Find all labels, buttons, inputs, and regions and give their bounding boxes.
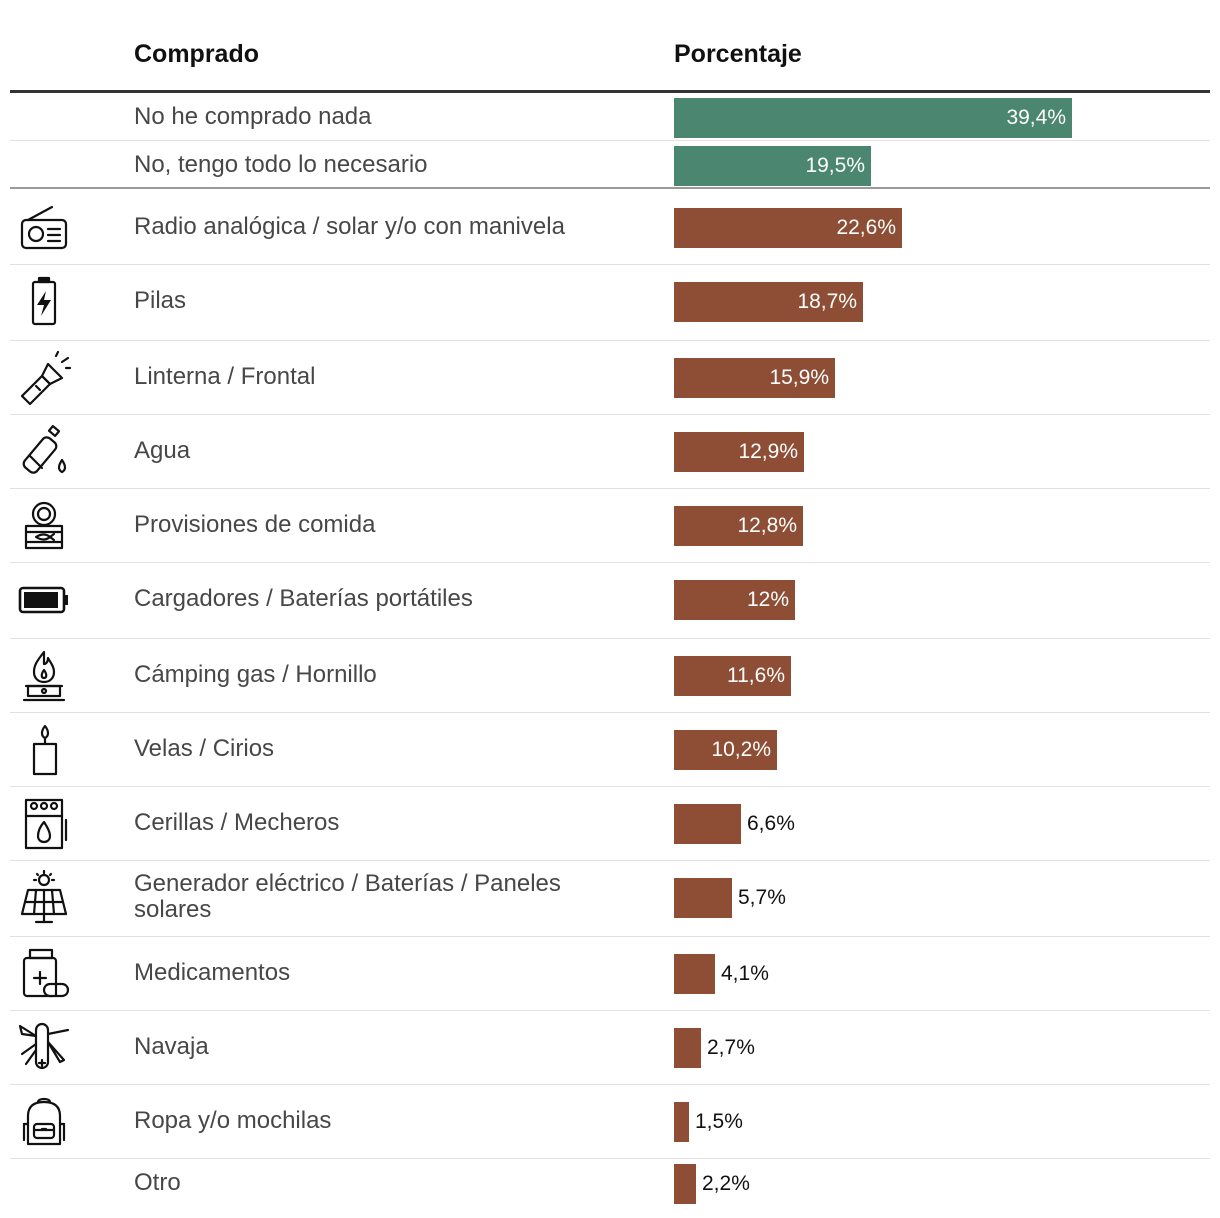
value-label-camping-gas-hornillo: 11,6% xyxy=(727,664,785,687)
category-label-ropa-y-o-mochilas: Ropa y/o mochilas xyxy=(134,1107,332,1134)
category-label-pilas: Pilas xyxy=(134,287,187,314)
category-label-provisiones-de-comida: Provisiones de comida xyxy=(134,511,376,538)
table-row: Provisiones de comida 12,8% xyxy=(10,489,1210,563)
category-label-radio-analogica-solar-y-o-con-manivela: Radio analógica / solar y/o con manivela xyxy=(134,213,565,240)
medicine-icon xyxy=(16,946,72,1002)
category-label-medicamentos: Medicamentos xyxy=(134,959,291,986)
bar-agua xyxy=(674,432,804,472)
bar-cerillas-mecheros xyxy=(674,804,741,844)
value-label-ropa-y-o-mochilas: 1,5% xyxy=(695,1110,743,1133)
table-row: Velas / Cirios 10,2% xyxy=(10,713,1210,787)
table-row: Otro 2,2% xyxy=(10,1159,1210,1218)
value-label-no-tengo-todo-lo-necesario: 19,5% xyxy=(805,154,865,177)
table-row: Pilas 18,7% xyxy=(10,265,1210,341)
bar-cargadores-baterias-portatiles xyxy=(674,580,795,620)
category-label-otro: Otro xyxy=(134,1169,181,1196)
flashlight-icon xyxy=(16,350,72,406)
powerbank-icon xyxy=(16,572,72,628)
category-label-camping-gas-hornillo: Cámping gas / Hornillo xyxy=(134,661,377,688)
bar-medicamentos xyxy=(674,954,715,994)
value-label-radio-analogica-solar-y-o-con-manivela: 22,6% xyxy=(836,216,896,239)
table-row: Generador eléctrico / Baterías / Paneles… xyxy=(10,861,1210,937)
table-row: No he comprado nada 39,4% xyxy=(10,93,1210,141)
value-label-velas-cirios: 10,2% xyxy=(711,738,771,761)
battery-cell-icon xyxy=(16,274,72,330)
bar-camping-gas-hornillo xyxy=(674,656,791,696)
table-row: No, tengo todo lo necesario 19,5% xyxy=(10,141,1210,189)
category-label-agua: Agua xyxy=(134,437,191,464)
table-row: Radio analógica / solar y/o con manivela… xyxy=(10,189,1210,265)
table-row: Cámping gas / Hornillo 11,6% xyxy=(10,639,1210,713)
bar-navaja xyxy=(674,1028,701,1068)
canned-food-icon xyxy=(16,498,72,554)
solar-panel-icon xyxy=(16,870,72,926)
value-label-no-he-comprado-nada: 39,4% xyxy=(1006,106,1066,129)
table-row: Navaja 2,7% xyxy=(10,1011,1210,1085)
table-row: Cerillas / Mecheros 6,6% xyxy=(10,787,1210,861)
category-label-no-tengo-todo-lo-necesario: No, tengo todo lo necesario xyxy=(134,151,428,178)
pocket-knife-icon xyxy=(16,1020,72,1076)
value-label-agua: 12,9% xyxy=(738,440,798,463)
camping-stove-icon xyxy=(16,648,72,704)
column-header-percentage: Porcentaje xyxy=(674,40,802,68)
value-label-provisiones-de-comida: 12,8% xyxy=(737,514,797,537)
table-row: Agua 12,9% xyxy=(10,415,1210,489)
value-label-otro: 2,2% xyxy=(702,1172,750,1195)
bar-velas-cirios xyxy=(674,730,777,770)
table-row: Ropa y/o mochilas 1,5% xyxy=(10,1085,1210,1159)
bar-linterna-frontal xyxy=(674,358,835,398)
value-label-medicamentos: 4,1% xyxy=(721,962,769,985)
table-header: Comprado Porcentaje xyxy=(10,0,1210,93)
category-label-cargadores-baterias-portatiles: Cargadores / Baterías portátiles xyxy=(134,585,473,612)
matchbox-icon xyxy=(16,796,72,852)
table-row: Cargadores / Baterías portátiles 12% xyxy=(10,563,1210,639)
value-label-pilas: 18,7% xyxy=(797,290,857,313)
table-row: Medicamentos 4,1% xyxy=(10,937,1210,1011)
bar-provisiones-de-comida xyxy=(674,506,803,546)
bar-pilas xyxy=(674,282,863,322)
value-label-cargadores-baterias-portatiles: 12% xyxy=(746,588,789,611)
category-label-linterna-frontal: Linterna / Frontal xyxy=(134,363,316,390)
column-header-item: Comprado xyxy=(134,40,259,68)
backpack-icon xyxy=(16,1094,72,1150)
bar-generador-electrico-baterias-paneles-solares xyxy=(674,878,732,918)
table-row: Linterna / Frontal 15,9% xyxy=(10,341,1210,415)
bar-otro xyxy=(674,1164,696,1204)
radio-icon xyxy=(16,200,72,256)
bar-radio-analogica-solar-y-o-con-manivela xyxy=(674,208,902,248)
category-label-cerillas-mecheros: Cerillas / Mecheros xyxy=(134,809,340,836)
water-bottle-icon xyxy=(16,424,72,480)
value-label-cerillas-mecheros: 6,6% xyxy=(747,812,795,835)
candle-icon xyxy=(16,722,72,778)
bar-no-tengo-todo-lo-necesario xyxy=(674,146,871,186)
bar-no-he-comprado-nada xyxy=(674,98,1072,138)
value-label-linterna-frontal: 15,9% xyxy=(769,366,829,389)
category-label-no-he-comprado-nada: No he comprado nada xyxy=(134,103,372,130)
category-label-navaja: Navaja xyxy=(134,1033,209,1060)
category-label-velas-cirios: Velas / Cirios xyxy=(134,735,275,762)
category-label-generador-electrico-baterias-paneles-solares: Generador eléctrico / Baterías / Paneles… xyxy=(134,870,561,923)
bar-ropa-y-o-mochilas xyxy=(674,1102,689,1142)
value-label-navaja: 2,7% xyxy=(707,1036,755,1059)
value-label-generador-electrico-baterias-paneles-solares: 5,7% xyxy=(738,886,786,909)
